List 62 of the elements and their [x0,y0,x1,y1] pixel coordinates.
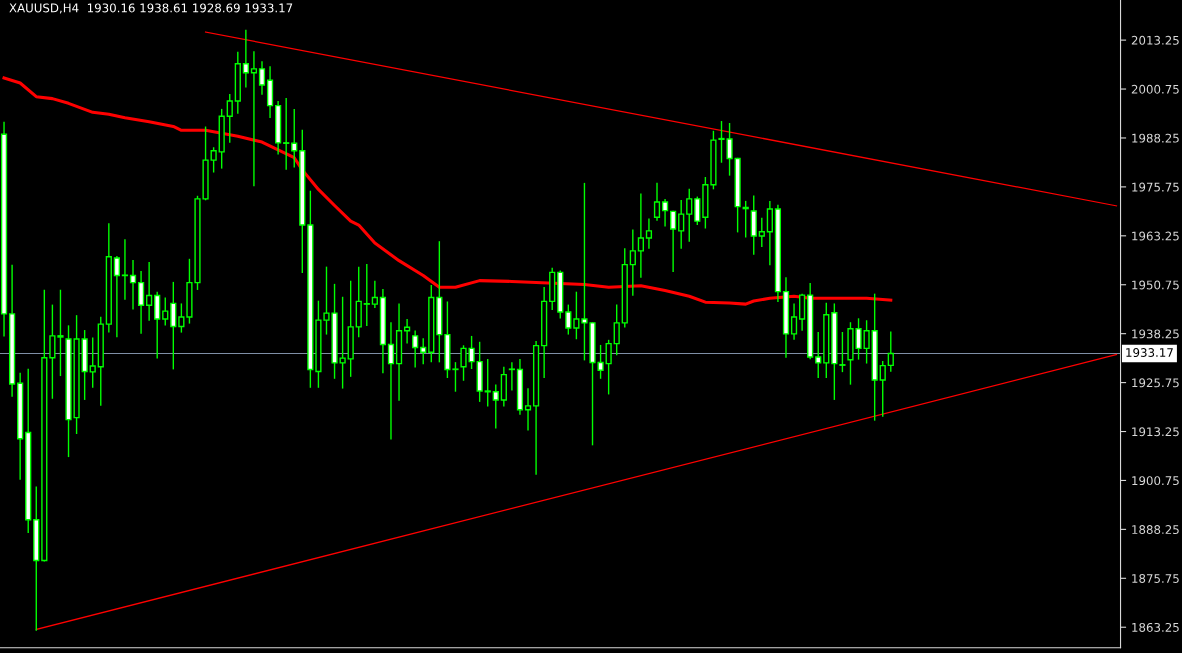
candlestick [524,388,532,431]
y-tick-label: 1963.25 [1132,231,1179,241]
y-tick-label: 1925.75 [1132,378,1179,388]
candlestick [661,198,669,227]
candlestick [629,229,636,296]
candlestick [686,188,693,242]
candlestick [371,280,378,308]
candlestick [492,384,499,429]
y-tick-label: 1988.25 [1132,133,1179,143]
candlestick [565,304,572,335]
candlestick [178,303,185,333]
candlestick [162,297,169,326]
candlestick [121,239,129,300]
candlestick [113,256,121,338]
candlestick [839,331,846,373]
candlestick [250,51,258,187]
y-tick-label: 2000.75 [1131,84,1179,94]
candlestick [758,217,765,247]
candlestick [363,263,370,326]
candlestick [484,359,491,407]
candlestick [879,360,886,417]
ref-line-label: 1933.17 [1126,348,1173,357]
y-tick-label: 1975.75 [1132,182,1179,192]
candlestick [798,293,806,331]
candlestick [412,330,419,368]
candlestick [670,210,677,272]
candlestick [694,196,701,225]
candlestick [242,29,249,88]
candlestick [210,147,217,173]
candlestick [815,331,822,379]
candlestick [170,281,177,370]
y-tick-label: 1863.25 [1132,622,1179,632]
y-tick-label: 1888.25 [1132,525,1179,535]
y-tick-label: 1875.75 [1132,574,1179,583]
y-tick-label: 2013.25 [1131,35,1179,45]
y-tick-label: 1938.25 [1132,329,1179,339]
line-series [2,76,893,306]
y-tick-label: 1913.25 [1132,427,1179,437]
candlestick [790,303,798,340]
candlestick [653,182,661,221]
candlestick [766,200,773,266]
candlestick [291,108,298,168]
chart-title: XAUUSD,H4 1930.16 1938.61 1928.69 1933.17 [9,3,293,14]
candlestick [605,339,612,395]
candlestick [154,291,161,359]
candlestick [887,331,894,372]
candlestick [613,304,620,356]
candlestick [645,218,653,249]
candlestick [258,61,266,95]
candlestick [678,200,685,249]
candlestick [129,259,137,310]
candlestick [637,193,644,278]
candlestick [420,338,427,365]
candlestick [283,97,290,170]
candlestick [146,261,153,321]
y-tick-label: 1950.75 [1132,280,1179,290]
candlestick [387,322,395,440]
y-tick-label: 1900.75 [1132,476,1179,486]
candlestick [226,94,233,143]
candlestick [89,337,96,388]
candlestick [137,270,145,334]
candlestick [508,362,516,391]
